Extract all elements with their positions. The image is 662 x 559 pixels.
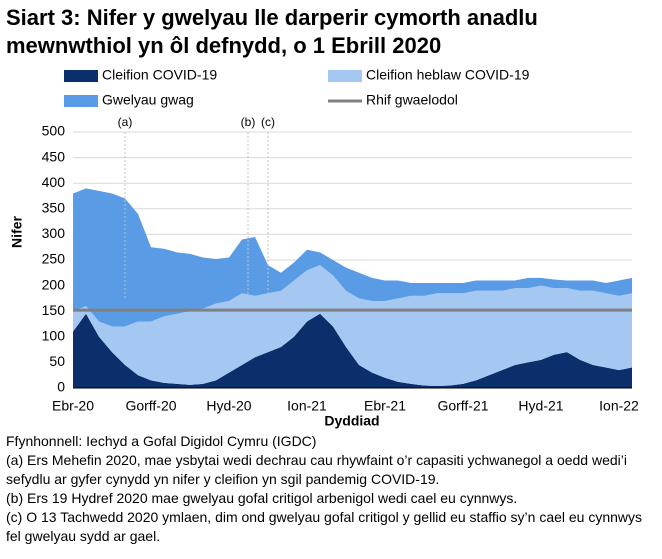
legend-label: Gwelyau gwag xyxy=(102,92,194,108)
area xyxy=(73,265,632,386)
notes: Ffynhonnell: Iechyd a Gofal Digidol Cymr… xyxy=(6,432,656,546)
legend-label: Rhif gwaelodol xyxy=(366,92,458,108)
x-tick-label: Hyd-20 xyxy=(206,398,251,414)
note: (c) O 13 Tachwedd 2020 ymlaen, dim ond g… xyxy=(6,509,643,544)
area xyxy=(73,313,632,388)
annotation-label: (c) xyxy=(261,115,275,129)
y-tick-label: 200 xyxy=(42,276,66,292)
annotation-label: (a) xyxy=(118,115,133,129)
legend-label: Cleifion heblaw COVID-19 xyxy=(366,67,530,83)
chart-title: Siart 3: Nifer y gwelyau lle darperir cy… xyxy=(6,5,538,58)
y-tick-label: 450 xyxy=(42,148,66,164)
y-tick-label: 500 xyxy=(42,123,66,139)
y-tick-label: 400 xyxy=(42,174,66,190)
annotation-label: (b) xyxy=(241,115,256,129)
y-tick-label: 350 xyxy=(42,200,66,216)
x-tick-label: Ebr-20 xyxy=(52,398,94,414)
y-tick-label: 150 xyxy=(42,302,66,318)
x-tick-label: Ion-21 xyxy=(287,398,327,414)
y-axis-title: Nifer xyxy=(9,216,25,248)
y-tick-label: 50 xyxy=(49,353,65,369)
x-tick-label: Gorff-21 xyxy=(437,398,488,414)
note: (a) Ers Mehefin 2020, mae ysbytai wedi d… xyxy=(6,452,627,487)
y-tick-label: 100 xyxy=(42,328,66,344)
area xyxy=(73,188,632,327)
x-tick-label: Ion-22 xyxy=(599,398,639,414)
note: (b) Ers 19 Hydref 2020 mae gwelyau gofal… xyxy=(6,490,518,506)
y-tick-label: 300 xyxy=(42,225,66,241)
x-axis-title: Dyddiad xyxy=(324,413,379,429)
x-tick-label: Ebr-21 xyxy=(364,398,406,414)
legend-label: Cleifion COVID-19 xyxy=(102,67,217,83)
y-tick-label: 0 xyxy=(57,379,65,395)
note: Ffynhonnell: Iechyd a Gofal Digidol Cymr… xyxy=(6,433,317,449)
legend-swatch xyxy=(64,70,98,82)
x-tick-label: Gorff-20 xyxy=(125,398,176,414)
legend-swatch xyxy=(64,95,98,107)
legend-swatch xyxy=(328,70,362,82)
y-tick-label: 250 xyxy=(42,251,66,267)
x-tick-label: Hyd-21 xyxy=(518,398,563,414)
chart: 0 50 100 150 200 250 300 350 400 450 500 (a) (b) (c) E… xyxy=(9,67,639,429)
